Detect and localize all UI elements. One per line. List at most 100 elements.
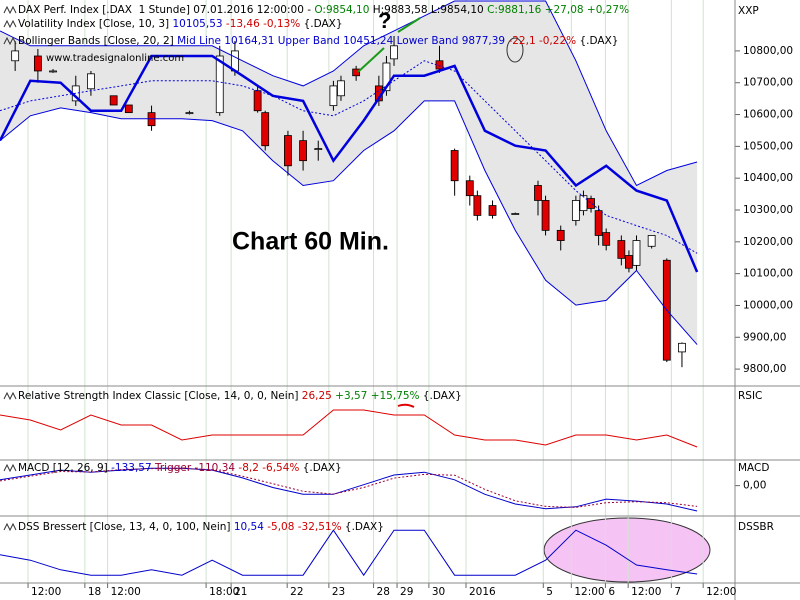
header-part: 26,25 [302,390,332,402]
y-tick-label: 10200,00 [743,236,793,248]
fill-layer [0,0,698,345]
indicator-icon [3,19,17,29]
header-part: -22,1 -0,22% [505,35,576,47]
header-part: {.DAX} [420,390,462,402]
highlight-ellipse [543,517,711,583]
header-part: Relative Strength Index Classic [Close, … [18,390,302,402]
x-tick-label: 2016 [469,586,496,598]
candle-body [299,140,307,162]
x-tick-label: 23 [332,586,345,598]
candle-body [215,55,224,114]
trend-line [357,47,385,73]
x-tick-label: 6 [608,586,615,598]
x-tick-label: 29 [400,586,413,598]
header-part: Volatility Index [Close, 10, 3] [18,18,172,30]
candle-body [33,55,42,72]
panel-header: DAX Perf. Index [.DAX 1 Stunde] 07.01.20… [18,4,629,16]
y-tick-label: 10500,00 [743,140,793,152]
candle-body [435,60,444,70]
y-tick-label: 10300,00 [743,204,793,216]
header-part: -133,57 [111,462,152,474]
header-part: H:9883,58 L:9854,10 [369,4,483,16]
header-part: -8,2 -6,54% [235,462,299,474]
axis-label: RSIC [738,390,762,402]
header-part: Bollinger Bands [Close, 20, 2] [18,35,177,47]
x-tick-label: 18:00 [209,586,239,598]
x-tick-label: 22 [290,586,303,598]
header-part: {.DAX} [300,18,342,30]
y-tick-label: 10400,00 [743,172,793,184]
candle-body [124,104,133,114]
header-part: {.DAX} [299,462,341,474]
candle-body [587,198,595,209]
panel-header: Volatility Index [Close, 10, 3] 10105,53… [18,18,343,30]
indicator-icon [3,5,17,15]
header-part: {.DAX} [576,35,618,47]
question-mark: ? [378,8,391,33]
header-part: C:9881,16 +27,08 +0,27% [484,4,629,16]
candle-body [11,50,20,62]
header-part: DAX Perf. Index [.DAX 1 Stunde] 07.01.20… [18,4,314,16]
indicator-line [0,60,698,254]
y-tick-label: 9800,00 [743,363,786,375]
header-part: 10,54 [234,521,264,533]
x-tick-label: 12:00 [31,586,61,598]
axis-label: MACD [738,462,769,474]
panel-header: DSS Bressert [Close, 13, 4, 0, 100, Nein… [18,521,384,533]
label-layer: www.tradesignalonline.com Chart 60 Min. … [3,4,793,598]
candle-body [284,135,292,167]
candle-body [185,112,194,115]
candle-body [390,45,398,60]
indicator-line [0,0,698,187]
header-part: {.DAX} [342,521,384,533]
candle-body [465,180,474,197]
header-part: Mid Line 10164,31 Upper Band 10451,24 Lo… [177,35,505,47]
candle-body [87,73,95,90]
candle-body [488,205,497,216]
chart-annotation: Chart 60 Min. [232,228,389,256]
candle-body [314,148,323,150]
x-tick-label: 30 [432,586,445,598]
panel-header: MACD [12, 26, 9] -133,57 Trigger -110,34… [18,462,342,474]
x-tick-label: 5 [546,586,553,598]
y-tick-label: 10100,00 [743,268,793,280]
header-part: -5,08 -32,51% [264,521,342,533]
x-tick-label: 12:00 [111,586,141,598]
marks-layer [0,0,699,577]
candle-body [594,210,603,236]
indicator-line [0,409,698,448]
candle-body [632,240,641,266]
candle-body [337,80,345,97]
x-tick-label: 12:00 [574,586,604,598]
candle-body [579,195,588,212]
candle-body [541,200,550,231]
header-part: DSS Bressert [Close, 13, 4, 0, 100, Nein… [18,521,234,533]
candle-body [49,70,57,73]
candle-body [352,68,361,77]
x-tick-label: 7 [674,586,681,598]
candle-body [511,213,520,215]
x-tick-label: 21 [234,586,247,598]
indicator-line [0,54,699,273]
candle-body [678,342,686,353]
y-tick-label: 10600,00 [743,109,793,121]
header-part: Trigger -110,34 [152,462,236,474]
watermark: www.tradesignalonline.com [46,53,184,64]
x-tick-label: 18 [88,586,101,598]
indicator-line [0,100,698,345]
candle-body [382,62,391,92]
candle-body [625,255,633,269]
candle-body [450,150,459,182]
indicator-icon [3,522,17,532]
indicator-line [0,529,698,577]
y-tick-label: 10800,00 [743,45,793,57]
candle-body [571,200,580,221]
x-tick-label: 28 [377,586,390,598]
x-tick-label: 12:00 [631,586,661,598]
header-part: 10105,53 [172,18,222,30]
rsi-scribble [397,403,415,408]
header-part: -13,46 -0,13% [223,18,301,30]
candle-body [617,240,626,259]
header-part: MACD [12, 26, 9] [18,462,111,474]
indicator-line [0,468,698,508]
